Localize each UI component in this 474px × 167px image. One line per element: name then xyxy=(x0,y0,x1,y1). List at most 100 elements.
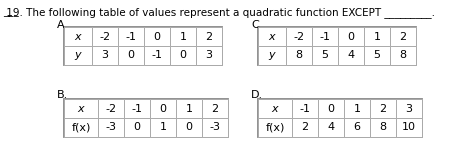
Bar xyxy=(364,46,390,65)
Bar xyxy=(150,99,176,118)
Bar xyxy=(92,27,118,46)
Text: 1: 1 xyxy=(185,104,192,114)
Bar xyxy=(258,99,292,118)
Bar xyxy=(144,46,170,65)
Text: 5: 5 xyxy=(321,50,328,60)
Text: A.: A. xyxy=(57,20,68,30)
Bar xyxy=(98,99,124,118)
Bar xyxy=(258,118,292,137)
Bar xyxy=(292,99,318,118)
Text: 2: 2 xyxy=(301,123,309,132)
Bar xyxy=(312,27,338,46)
Text: 5: 5 xyxy=(374,50,381,60)
Bar xyxy=(292,118,318,137)
Text: 0: 0 xyxy=(328,104,335,114)
Bar xyxy=(196,46,222,65)
Text: -1: -1 xyxy=(131,104,143,114)
Text: 3: 3 xyxy=(101,50,109,60)
Text: -2: -2 xyxy=(100,32,110,42)
Text: 0: 0 xyxy=(347,32,355,42)
Text: B.: B. xyxy=(57,90,68,100)
Bar xyxy=(370,99,396,118)
Bar xyxy=(144,27,170,46)
Text: 2: 2 xyxy=(400,32,407,42)
Text: 19. The following table of values represent a quadratic function EXCEPT ________: 19. The following table of values repres… xyxy=(3,7,435,18)
Bar xyxy=(258,99,422,137)
Text: -1: -1 xyxy=(126,32,137,42)
Bar xyxy=(344,118,370,137)
Bar xyxy=(338,27,364,46)
Text: 3: 3 xyxy=(405,104,412,114)
Text: 0: 0 xyxy=(159,104,166,114)
Text: 2: 2 xyxy=(205,32,212,42)
Bar xyxy=(92,46,118,65)
Text: -1: -1 xyxy=(319,32,330,42)
Text: f(x): f(x) xyxy=(71,123,91,132)
Text: x: x xyxy=(75,32,82,42)
Bar xyxy=(98,118,124,137)
Text: 6: 6 xyxy=(354,123,361,132)
Bar xyxy=(312,46,338,65)
Text: 8: 8 xyxy=(380,123,387,132)
Bar xyxy=(64,46,92,65)
Bar xyxy=(286,27,312,46)
Bar xyxy=(118,46,144,65)
Text: -2: -2 xyxy=(105,104,117,114)
Bar xyxy=(258,27,416,65)
Bar xyxy=(124,99,150,118)
Bar xyxy=(170,46,196,65)
Text: -2: -2 xyxy=(293,32,305,42)
Text: 1: 1 xyxy=(354,104,361,114)
Bar xyxy=(390,27,416,46)
Bar xyxy=(64,118,98,137)
Bar xyxy=(202,118,228,137)
Text: 4: 4 xyxy=(328,123,335,132)
Text: 3: 3 xyxy=(206,50,212,60)
Bar xyxy=(318,99,344,118)
Text: 4: 4 xyxy=(347,50,355,60)
Bar xyxy=(196,27,222,46)
Bar xyxy=(396,99,422,118)
Text: y: y xyxy=(75,50,82,60)
Bar xyxy=(370,118,396,137)
Text: 2: 2 xyxy=(211,104,219,114)
Bar xyxy=(64,27,222,65)
Text: C.: C. xyxy=(251,20,263,30)
Text: -3: -3 xyxy=(106,123,117,132)
Bar xyxy=(338,46,364,65)
Text: -1: -1 xyxy=(152,50,163,60)
Bar xyxy=(64,99,228,137)
Bar xyxy=(364,27,390,46)
Bar xyxy=(286,46,312,65)
Bar xyxy=(170,27,196,46)
Text: 0: 0 xyxy=(180,50,186,60)
Text: x: x xyxy=(78,104,84,114)
Text: 8: 8 xyxy=(295,50,302,60)
Bar xyxy=(396,118,422,137)
Bar xyxy=(64,99,98,118)
Text: x: x xyxy=(269,32,275,42)
Bar xyxy=(202,99,228,118)
Bar xyxy=(318,118,344,137)
Text: 2: 2 xyxy=(380,104,387,114)
Text: 0: 0 xyxy=(134,123,140,132)
Bar xyxy=(124,118,150,137)
Text: 0: 0 xyxy=(128,50,135,60)
Text: -1: -1 xyxy=(300,104,310,114)
Text: f(x): f(x) xyxy=(265,123,285,132)
Bar xyxy=(176,118,202,137)
Text: ___: ___ xyxy=(3,7,19,17)
Text: 0: 0 xyxy=(185,123,192,132)
Bar xyxy=(64,27,92,46)
Text: 8: 8 xyxy=(400,50,407,60)
Text: x: x xyxy=(272,104,278,114)
Bar xyxy=(150,118,176,137)
Bar xyxy=(176,99,202,118)
Bar xyxy=(344,99,370,118)
Bar xyxy=(258,46,286,65)
Text: 10: 10 xyxy=(402,123,416,132)
Text: 1: 1 xyxy=(159,123,166,132)
Text: 1: 1 xyxy=(180,32,186,42)
Bar xyxy=(258,27,286,46)
Text: -3: -3 xyxy=(210,123,220,132)
